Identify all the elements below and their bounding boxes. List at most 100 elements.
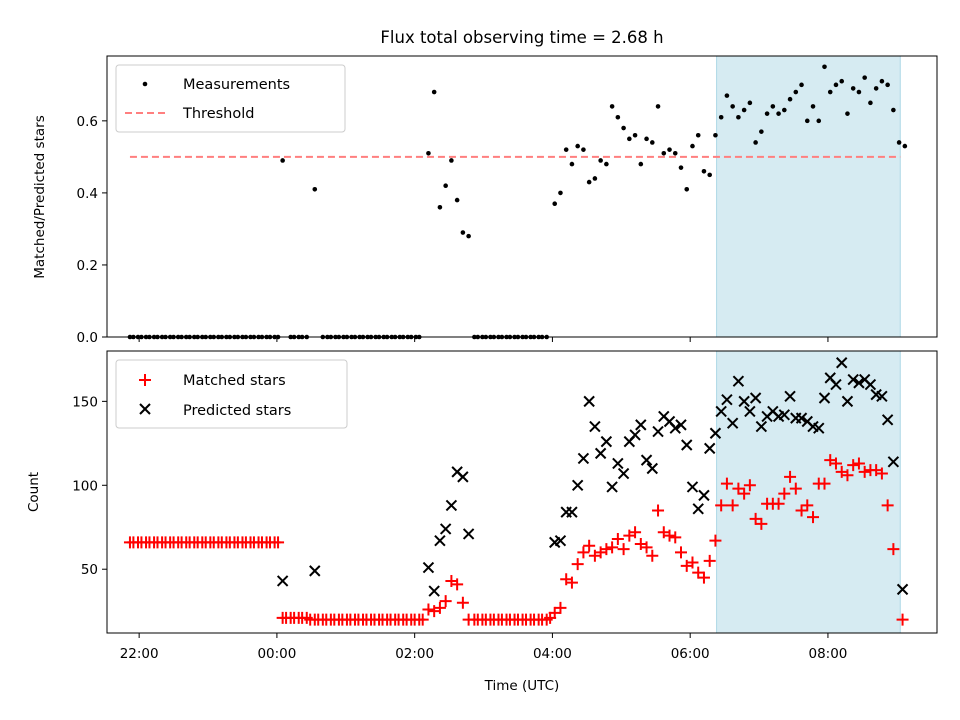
predicted-star-point: [434, 534, 446, 547]
measurement-point: [443, 183, 448, 188]
x-tick-label: 22:00: [120, 646, 159, 662]
measurement-point: [661, 150, 667, 156]
predicted-star-point: [715, 405, 727, 418]
measurement-point: [724, 93, 730, 98]
measurement-point: [695, 132, 701, 138]
measurement-point: [747, 100, 753, 106]
measurement-point: [604, 161, 609, 167]
predicted-star-point: [600, 435, 613, 448]
matched-star-point: [858, 465, 871, 478]
top-y-axis: 0.0 0.2 0.4 0.6: [77, 114, 107, 346]
measurement-point: [563, 147, 569, 152]
measurement-point: [764, 111, 770, 116]
matched-star-point: [726, 499, 739, 512]
matched-star-point: [801, 499, 814, 512]
measurement-point: [644, 136, 649, 142]
matched-star-point: [720, 477, 733, 490]
measurement-point: [839, 78, 845, 84]
top-legend[interactable]: Measurements Threshold: [115, 64, 346, 133]
legend-label-matched-stars: Matched stars: [183, 373, 286, 389]
measurement-point: [776, 111, 781, 116]
predicted-star-point: [784, 390, 796, 403]
legend-label-predicted-stars: Predicted stars: [183, 403, 291, 419]
measurement-point: [678, 165, 684, 170]
matched-star-point: [629, 526, 642, 539]
matched-star-point: [554, 601, 567, 614]
bottom-legend[interactable]: Matched stars Predicted stars: [115, 359, 348, 429]
matched-star-point: [674, 546, 687, 559]
top-x-ticks: [138, 337, 829, 342]
matched-star-point: [565, 576, 578, 589]
predicted-star-point: [589, 420, 601, 433]
predicted-star-point: [692, 503, 704, 515]
bottom-plot-frame: [106, 350, 938, 634]
matched-star-point: [640, 541, 653, 554]
measurement-point: [454, 197, 460, 203]
x-tick-label: 08:00: [808, 646, 847, 662]
predicted-star-point: [577, 452, 590, 465]
measurement-point: [586, 179, 592, 185]
measurement-point: [741, 107, 747, 113]
measurement-point: [621, 125, 626, 131]
matched-star-point: [617, 543, 630, 556]
predicted-star-point: [681, 439, 693, 451]
predicted-star-point: [612, 457, 624, 470]
measurement-point: [845, 111, 850, 116]
measurement-point: [759, 129, 764, 134]
measurement-point: [707, 172, 712, 178]
predicted-star-point: [698, 489, 710, 502]
predicted-star-point: [876, 390, 888, 403]
measurement-point: [879, 78, 885, 84]
measurement-point: [437, 205, 443, 210]
matched-star-point: [451, 578, 464, 591]
predicted-star-point: [686, 481, 699, 493]
measurement-point: [426, 150, 431, 156]
predicted-star-point: [847, 373, 859, 386]
predicted-star-point: [726, 417, 739, 429]
matched-star-point: [422, 603, 435, 616]
matched-star-point: [686, 556, 699, 569]
x-tick-label: 00:00: [257, 646, 296, 662]
matched-star-point: [577, 546, 590, 559]
measurement-point: [873, 86, 879, 91]
bottom-legend-box: [115, 359, 348, 429]
measurement-point: [667, 147, 672, 152]
matched-star-point: [818, 477, 831, 490]
predicted-star-point: [669, 422, 681, 434]
matched-star-point: [847, 459, 860, 472]
predicted-star-point: [554, 534, 567, 547]
measurement-point: [431, 89, 437, 95]
measurement-point: [736, 114, 741, 120]
measurement-point: [592, 176, 598, 181]
predicted-star-point: [744, 405, 756, 418]
predicted-star-point: [606, 481, 618, 493]
bottom-data-layer: [123, 357, 909, 626]
matched-star-point: [646, 549, 659, 562]
predicted-star-point: [652, 425, 664, 438]
predicted-star-point: [864, 378, 877, 391]
matched-star-point: [606, 541, 619, 554]
x-tick-label: 04:00: [533, 646, 572, 662]
predicted-star-point: [703, 442, 716, 455]
predicted-star-point: [738, 395, 750, 408]
legend-label-threshold: Threshold: [182, 106, 254, 122]
legend-marker-matched-stars: [139, 374, 151, 386]
measurement-point: [649, 140, 655, 145]
matched-star-point: [697, 571, 710, 584]
predicted-star-point: [629, 429, 641, 441]
measurement-point: [713, 132, 718, 138]
measurement-point: [816, 118, 822, 124]
predicted-star-point: [439, 523, 452, 535]
matched-star-point: [881, 499, 894, 512]
measurement-point: [598, 158, 603, 163]
measurement-point: [787, 96, 793, 102]
matched-star-point: [749, 512, 762, 525]
predicted-star-point: [795, 412, 808, 424]
predicted-star-point: [309, 565, 321, 577]
matched-star-point: [692, 566, 705, 579]
matched-star-point: [772, 497, 785, 510]
matched-star-point: [583, 539, 596, 552]
predicted-star-point: [635, 419, 647, 431]
matched-star-point: [715, 499, 728, 512]
